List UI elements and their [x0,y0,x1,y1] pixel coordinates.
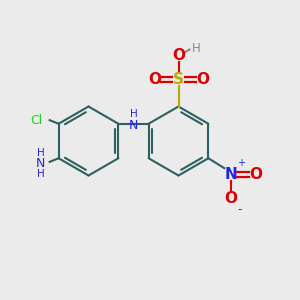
Text: +: + [238,158,245,168]
Text: H: H [130,109,137,118]
Text: Cl: Cl [30,114,42,127]
Text: N: N [129,119,138,132]
Text: H: H [192,41,201,55]
Text: N: N [224,167,237,182]
Text: H: H [37,169,44,179]
Text: N: N [36,157,45,170]
Text: O: O [196,72,209,87]
Text: S: S [173,72,184,87]
Text: O: O [172,48,185,63]
Text: H: H [37,148,44,158]
Text: O: O [148,72,161,87]
Text: O: O [224,191,237,206]
Text: -: - [238,203,242,216]
Text: O: O [249,167,262,182]
